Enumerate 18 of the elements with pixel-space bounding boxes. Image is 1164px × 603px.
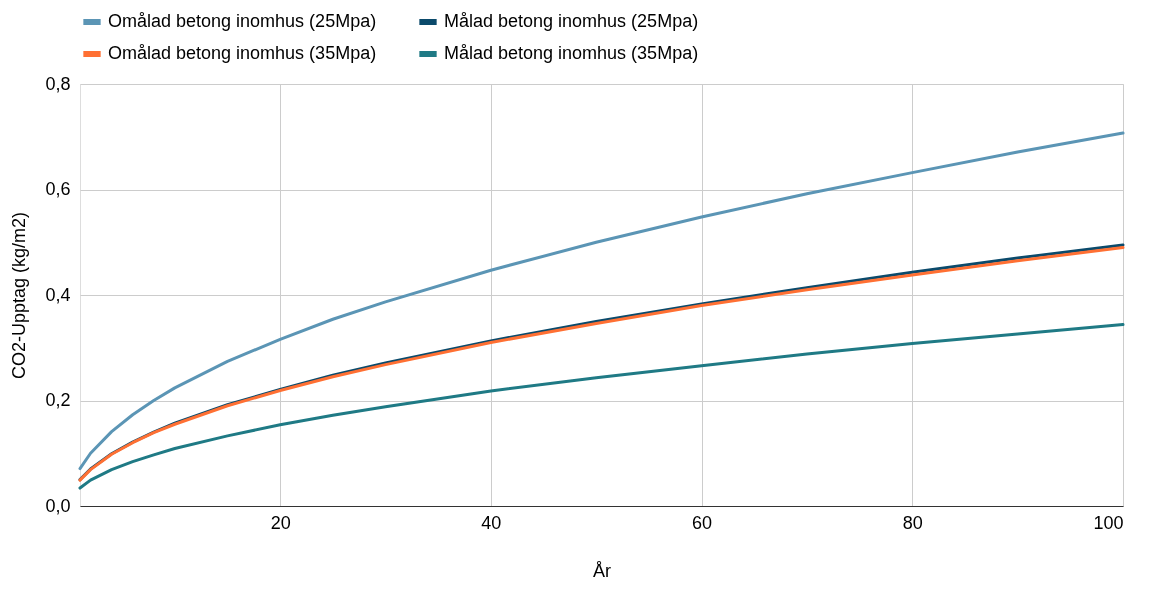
x-tick-label: 20 <box>270 512 291 533</box>
legend-label: Omålad betong inomhus (25Mpa) <box>108 11 377 31</box>
x-tick-label: 80 <box>902 512 923 533</box>
y-axis-title: CO2-Upptag (kg/m2) <box>9 211 30 380</box>
legend-label: Målad betong inomhus (35Mpa) <box>444 43 699 63</box>
y-tick-label: 0,6 <box>45 179 71 199</box>
y-tick-label: 0,4 <box>45 284 71 305</box>
y-tick-label: 0,0 <box>45 495 71 516</box>
legend-label: Omålad betong inomhus (35Mpa) <box>108 43 377 63</box>
x-tick-label: 60 <box>692 512 713 533</box>
x-tick-label: 100 <box>1093 512 1124 533</box>
y-tick-label: 0,8 <box>45 73 71 94</box>
x-axis-title: År <box>593 560 612 581</box>
line-series <box>78 131 1125 471</box>
legend-label: Målad betong inomhus (25Mpa) <box>444 11 699 31</box>
x-tick-label: 40 <box>481 512 502 533</box>
line-series <box>78 323 1125 490</box>
y-tick-label: 0,2 <box>45 390 71 410</box>
